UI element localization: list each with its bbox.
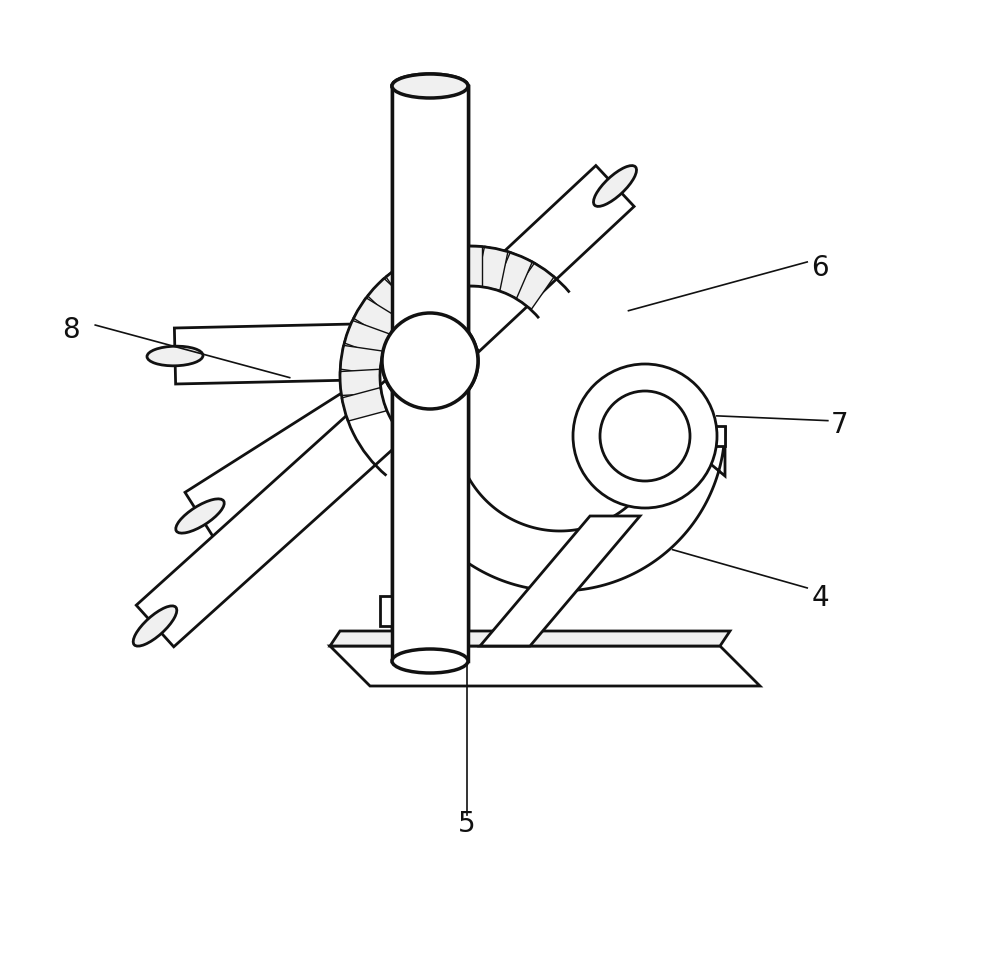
Polygon shape [330,631,730,646]
Circle shape [382,313,478,409]
Polygon shape [330,646,760,686]
Polygon shape [185,362,420,539]
Polygon shape [441,165,634,352]
Ellipse shape [392,649,468,673]
Ellipse shape [134,606,177,646]
Polygon shape [354,297,400,339]
Polygon shape [395,426,415,446]
Polygon shape [512,263,555,309]
Polygon shape [495,251,532,298]
Ellipse shape [593,165,636,206]
Ellipse shape [392,649,468,673]
Polygon shape [380,596,450,626]
Polygon shape [392,86,468,661]
Polygon shape [395,426,725,591]
Polygon shape [175,323,401,384]
Polygon shape [392,86,468,661]
Circle shape [573,364,717,508]
Polygon shape [476,247,508,291]
Polygon shape [340,345,383,375]
Text: 5: 5 [458,810,475,838]
Polygon shape [340,369,381,396]
Ellipse shape [176,499,224,533]
Polygon shape [480,516,640,646]
Polygon shape [344,320,390,357]
Polygon shape [705,426,725,446]
Polygon shape [458,246,482,286]
Polygon shape [432,247,464,291]
Ellipse shape [147,346,203,366]
Ellipse shape [392,74,468,98]
Text: 4: 4 [811,583,829,612]
Ellipse shape [392,74,468,98]
Polygon shape [367,278,412,323]
Polygon shape [342,388,386,422]
Polygon shape [408,251,446,298]
Polygon shape [136,375,429,647]
Text: 6: 6 [811,253,829,282]
Text: 8: 8 [62,315,80,344]
Text: 7: 7 [831,411,848,440]
Polygon shape [386,263,428,309]
Circle shape [600,391,690,481]
Circle shape [382,313,478,409]
